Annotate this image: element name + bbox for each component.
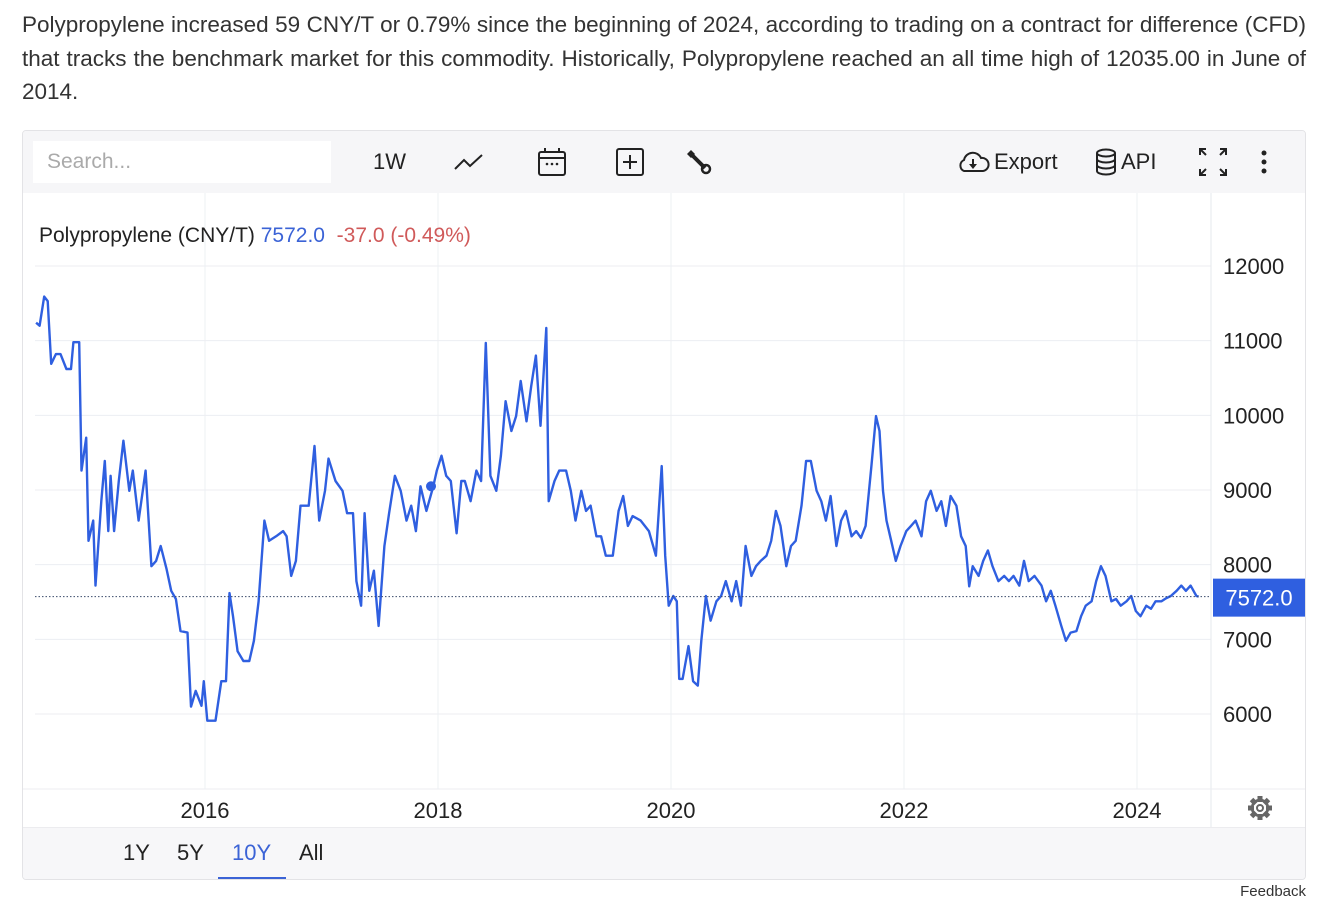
- indicators-button[interactable]: [685, 141, 713, 183]
- x-tick-label: 2020: [647, 798, 696, 823]
- data-point-marker: [426, 481, 437, 492]
- legend-change: -37.0 (-0.49%): [336, 224, 471, 247]
- x-tick-label: 2018: [414, 798, 463, 823]
- search-input[interactable]: [33, 141, 331, 183]
- more-button[interactable]: [1259, 141, 1269, 183]
- cloud-download-icon: [959, 151, 990, 172]
- y-tick-label: 12000: [1223, 254, 1284, 279]
- y-tick-label: 10000: [1223, 403, 1284, 428]
- interval-label: 1W: [373, 149, 406, 174]
- gear-hole: [1256, 804, 1264, 812]
- fullscreen-icon: [1199, 148, 1227, 176]
- settings-icon[interactable]: [1248, 796, 1272, 820]
- range-5y[interactable]: 5Y: [177, 840, 204, 865]
- legend-price: 7572.0: [260, 224, 325, 247]
- compare-button[interactable]: [615, 141, 645, 183]
- chart-type-button[interactable]: [453, 141, 485, 183]
- chart-widget: 2016 2018 2020 2022 2024 12000 11000 10000 9000 8…: [22, 130, 1306, 880]
- chart-legend: Polypropylene (CNY/T) 7572.0 -37.0 (-0.4…: [39, 224, 471, 248]
- intro-paragraph: Polypropylene increased 59 CNY/T or 0.79…: [22, 12, 1306, 104]
- range-all[interactable]: All: [299, 840, 324, 865]
- gear-ring: [1250, 798, 1270, 818]
- more-vertical-icon: [1261, 150, 1267, 174]
- date-range-button[interactable]: [537, 141, 567, 183]
- range-1y[interactable]: 1Y: [123, 840, 150, 865]
- x-tick-label: 2022: [880, 798, 929, 823]
- wrench-icon: [687, 150, 712, 175]
- api-label: API: [1121, 149, 1157, 174]
- api-button[interactable]: API: [1095, 141, 1156, 183]
- last-price-label: 7572.0: [1225, 586, 1292, 611]
- calendar-icon: [538, 148, 566, 176]
- y-tick-label: 8000: [1223, 553, 1272, 578]
- last-price-label-bg: [1213, 578, 1305, 617]
- y-tick-label: 9000: [1223, 478, 1272, 503]
- chart-toolbar: 1W Export API: [23, 131, 1305, 193]
- fullscreen-button[interactable]: [1197, 141, 1229, 183]
- interval-button[interactable]: 1W: [373, 141, 406, 183]
- price-chart[interactable]: 2016 2018 2020 2022 2024 12000 11000 10000 9000 8…: [23, 131, 1306, 880]
- line-chart-icon: [454, 154, 483, 170]
- x-tick-label: 2016: [181, 798, 230, 823]
- add-box-icon: [616, 148, 644, 176]
- y-tick-label: 7000: [1223, 627, 1272, 652]
- export-button[interactable]: Export: [956, 141, 1058, 183]
- range-10y[interactable]: 10Y: [232, 840, 272, 865]
- x-tick-label: 2024: [1113, 798, 1162, 823]
- export-label: Export: [994, 149, 1058, 174]
- y-tick-label: 11000: [1223, 329, 1283, 354]
- selected-range-indicator: [218, 877, 286, 879]
- price-line: [35, 295, 1200, 722]
- feedback-link[interactable]: Feedback: [1240, 883, 1306, 900]
- legend-name: Polypropylene (CNY/T): [39, 224, 255, 247]
- database-icon: [1096, 148, 1116, 176]
- range-selector: 1Y 5Y 10Y All: [23, 827, 1305, 879]
- y-tick-label: 6000: [1223, 702, 1272, 727]
